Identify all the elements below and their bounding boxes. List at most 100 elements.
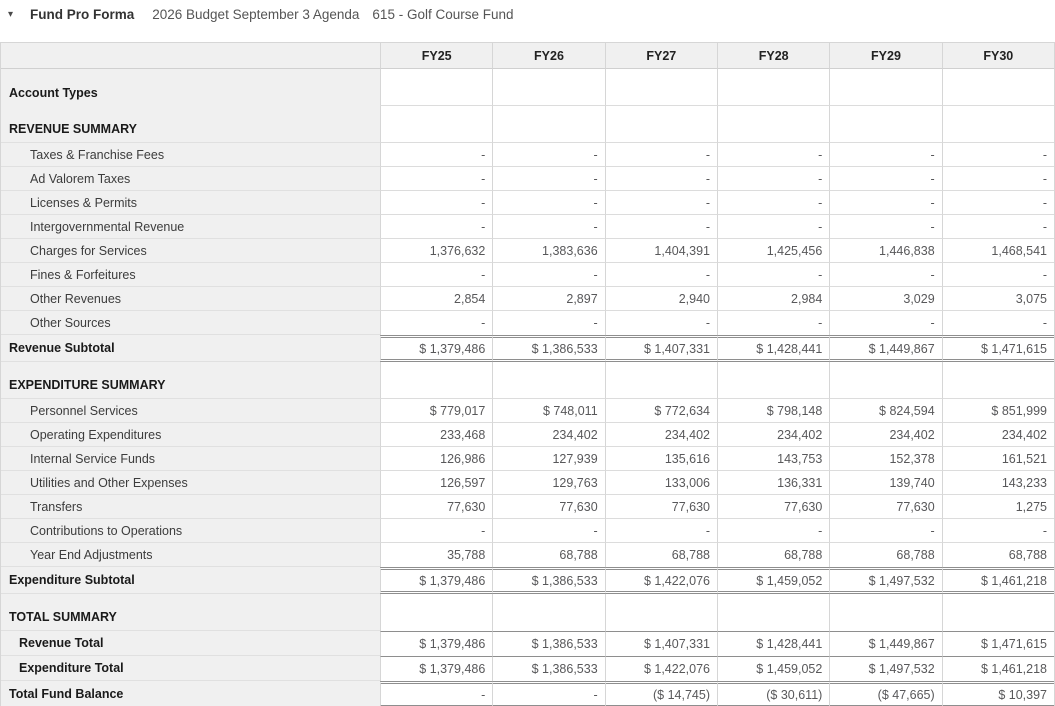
row-label: Charges for Services [1,239,380,263]
table-cell: $ 748,011 [492,399,605,423]
table-cell: 234,402 [604,423,717,447]
table-cell: 129,763 [492,471,605,495]
table-cell: - [717,263,830,287]
table-cell: 68,788 [492,543,605,567]
table-cell [380,362,493,399]
table-cell [604,594,717,631]
table-cell: 77,630 [829,495,942,519]
table-cell: - [380,519,493,543]
table-cell: - [380,311,493,335]
table-cell: - [492,681,605,706]
table-cell: - [492,191,605,215]
table-cell: 68,788 [717,543,830,567]
table-cell: 139,740 [829,471,942,495]
table-row: Account Types [1,69,1054,106]
table-cell: 1,275 [941,495,1054,519]
table-cell: 2,984 [717,287,830,311]
table-cell: $ 1,497,532 [829,656,942,681]
table-cell: $ 1,379,486 [380,335,493,362]
table-cell: $ 1,422,076 [604,567,717,594]
table-cell: 234,402 [829,423,942,447]
report-title: Fund Pro Forma [30,7,135,22]
table-cell: 77,630 [492,495,605,519]
row-label: Intergovernmental Revenue [1,215,380,239]
table-cell: - [829,519,942,543]
table-cell [492,106,605,143]
table-cell: - [492,167,605,191]
table-row: Intergovernmental Revenue - - - - - - [1,215,1054,239]
table-cell: $ 1,459,052 [717,656,830,681]
table-row: Licenses & Permits - - - - - - [1,191,1054,215]
table-cell [941,362,1054,399]
table-cell: $ 824,594 [829,399,942,423]
table-cell [717,362,830,399]
table-cell: $ 1,449,867 [829,335,942,362]
table-cell [717,69,830,106]
table-cell: 127,939 [492,447,605,471]
row-label: Other Revenues [1,287,380,311]
table-row: EXPENDITURE SUMMARY [1,362,1054,399]
row-label: Licenses & Permits [1,191,380,215]
table-cell: - [380,143,493,167]
table-row: Total Fund Balance - - ($ 14,745) ($ 30,611)… [1,681,1054,706]
table-cell [829,106,942,143]
table-row: Revenue Subtotal $ 1,379,486 $ 1,386,533 $ … [1,335,1054,362]
table-cell: $ 1,422,076 [604,656,717,681]
row-label: EXPENDITURE SUMMARY [1,362,380,399]
table-cell: $ 1,459,052 [717,567,830,594]
table-cell: $ 1,386,533 [492,656,605,681]
column-header: FY29 [829,43,942,69]
table-cell: 234,402 [492,423,605,447]
table-cell: 143,233 [941,471,1054,495]
table-cell: - [717,215,830,239]
table-cell: - [829,191,942,215]
table-cell: - [604,215,717,239]
table-cell: - [492,143,605,167]
table-cell: 3,075 [941,287,1054,311]
table-cell: - [380,215,493,239]
table-cell: - [604,311,717,335]
table-cell: 161,521 [941,447,1054,471]
table-cell: $ 1,407,331 [604,335,717,362]
collapse-chevron-icon[interactable]: ▾ [8,9,14,20]
table-cell: $ 1,449,867 [829,631,942,656]
table-cell: - [492,519,605,543]
table-row: Expenditure Subtotal $ 1,379,486 $ 1,386,5… [1,567,1054,594]
table-cell: - [941,519,1054,543]
pro-forma-table: FY25 FY26 FY27 FY28 FY29 FY30 Account Types REV… [0,42,1055,706]
table-cell: - [829,263,942,287]
table-row: TOTAL SUMMARY [1,594,1054,631]
table-cell [717,594,830,631]
table-row: Expenditure Total $ 1,379,486 $ 1,386,533 $… [1,656,1054,681]
table-row: Year End Adjustments 35,788 68,788 68,788 68… [1,543,1054,567]
table-cell: $ 1,379,486 [380,567,493,594]
row-label: Revenue Total [1,631,380,656]
row-label: Internal Service Funds [1,447,380,471]
table-cell: ($ 47,665) [829,681,942,706]
table-cell: 143,753 [717,447,830,471]
row-label: Ad Valorem Taxes [1,167,380,191]
row-label: Contributions to Operations [1,519,380,543]
table-cell: $ 1,461,218 [941,656,1054,681]
row-label: Expenditure Subtotal [1,567,380,594]
table-cell [604,106,717,143]
table-cell: $ 1,379,486 [380,656,493,681]
table-cell: 1,446,838 [829,239,942,263]
column-header: FY28 [717,43,830,69]
table-cell: $ 1,461,218 [941,567,1054,594]
table-cell: $ 1,497,532 [829,567,942,594]
table-cell: 3,029 [829,287,942,311]
fund-name: 615 - Golf Course Fund [372,7,514,22]
table-cell: 233,468 [380,423,493,447]
table-cell: - [941,263,1054,287]
table-cell: 1,383,636 [492,239,605,263]
table-cell: $ 1,428,441 [717,631,830,656]
table-cell [941,106,1054,143]
table-cell: - [941,191,1054,215]
row-label: Utilities and Other Expenses [1,471,380,495]
table-cell: $ 851,999 [941,399,1054,423]
row-label: Transfers [1,495,380,519]
table-cell: 152,378 [829,447,942,471]
table-cell: $ 798,148 [717,399,830,423]
table-cell: - [492,311,605,335]
